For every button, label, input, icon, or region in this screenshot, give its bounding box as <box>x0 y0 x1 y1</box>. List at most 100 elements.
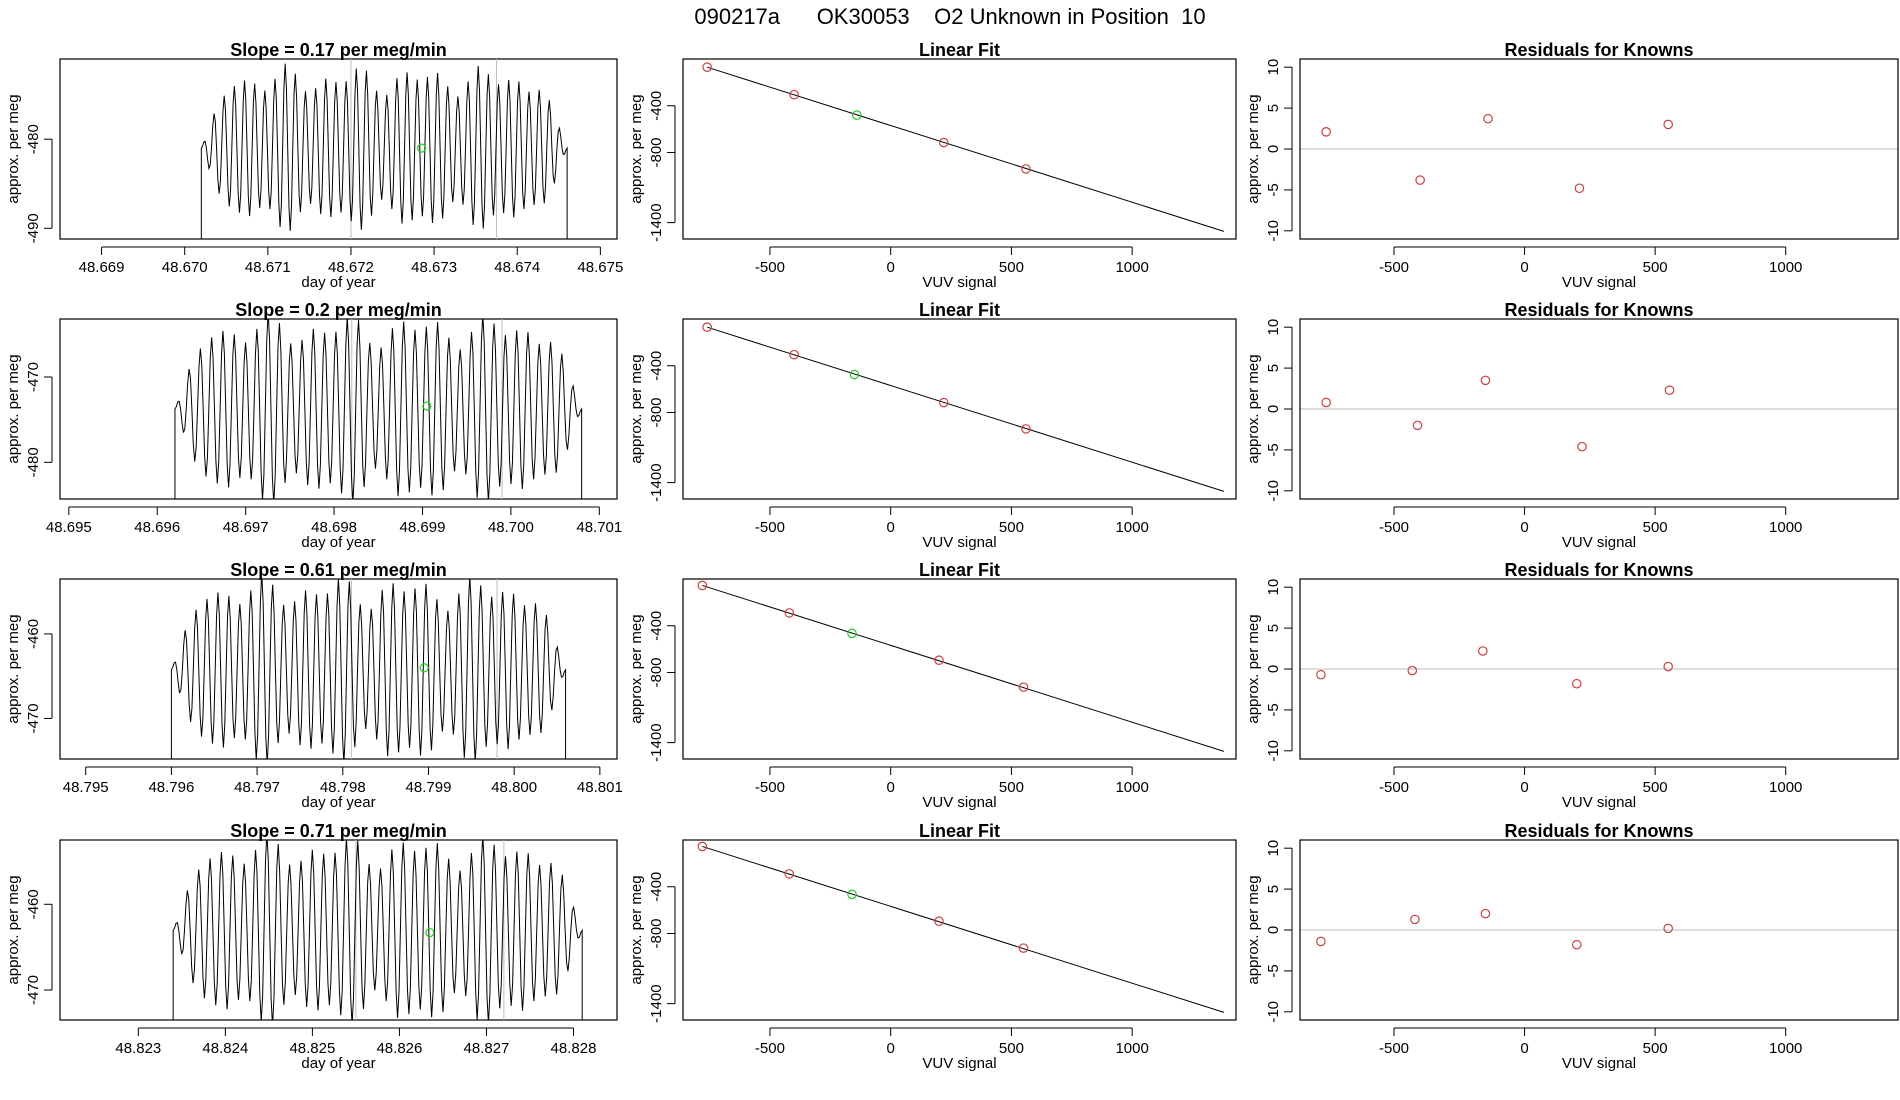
panel-title: Slope = 0.61 per meg/min <box>230 560 447 580</box>
known-point <box>789 89 799 100</box>
x-tick-label: 500 <box>1643 1040 1668 1057</box>
x-tick-label: 48.699 <box>400 519 446 536</box>
y-axis-label: approx. per meg <box>1245 354 1262 463</box>
y-tick-label: -400 <box>648 91 665 121</box>
time-series-2-panel: Slope = 0.2 per meg/min 48.695 48.696 48.69… <box>5 300 622 551</box>
panel-title: Slope = 0.71 per meg/min <box>230 821 447 841</box>
x-tick-label: 1000 <box>1769 259 1802 276</box>
x-tick-label: 500 <box>999 1040 1024 1057</box>
x-tick-label: 48.695 <box>46 519 92 536</box>
plot-frame <box>682 578 1237 760</box>
panel-title: Linear Fit <box>919 821 1000 841</box>
y-tick-label: 10 <box>1265 59 1282 76</box>
known-point <box>939 397 949 408</box>
plot-frame <box>682 839 1237 1021</box>
known-point <box>702 322 712 332</box>
x-tick-label: 500 <box>999 259 1024 276</box>
panel-title: Linear Fit <box>919 300 1000 320</box>
y-axis-label: approx. per meg <box>628 614 645 723</box>
x-tick-label: -500 <box>1379 779 1409 796</box>
x-tick-label: 48.824 <box>202 1040 248 1057</box>
known-point <box>697 580 708 591</box>
fit-line <box>702 584 1225 752</box>
unknown-point <box>852 110 862 120</box>
x-tick-label: 0 <box>887 259 895 276</box>
unknown-point <box>849 369 860 380</box>
plot-frame <box>59 58 618 240</box>
y-tick-label: 5 <box>1265 624 1282 632</box>
x-tick-label: 48.826 <box>376 1040 422 1057</box>
y-tick-label: -1400 <box>648 203 665 241</box>
residual-point <box>1664 385 1675 395</box>
panel-title: Linear Fit <box>919 560 1000 580</box>
y-tick-label: -800 <box>648 137 665 167</box>
x-tick-label: 48.673 <box>411 259 457 276</box>
y-tick-label: -10 <box>1265 1001 1282 1023</box>
y-tick-label: -5 <box>1265 964 1282 977</box>
x-tick-label: -500 <box>1379 519 1409 536</box>
x-tick-label: 0 <box>1520 1040 1528 1057</box>
x-tick-label: 500 <box>1643 519 1668 536</box>
residual-point <box>1483 113 1493 124</box>
known-point <box>1018 682 1029 692</box>
x-tick-label: 0 <box>1520 259 1528 276</box>
known-point <box>784 608 795 618</box>
known-point <box>1021 424 1031 434</box>
x-tick-label: 48.825 <box>289 1040 335 1057</box>
known-point <box>784 869 795 879</box>
residual-point <box>1316 936 1326 947</box>
x-tick-label: 0 <box>887 519 895 536</box>
plot-frame <box>59 839 618 1021</box>
y-axis-label: approx. per meg <box>5 614 22 723</box>
y-tick-label: 0 <box>1265 926 1282 934</box>
unknown-point <box>847 628 857 639</box>
x-tick-label: 48.828 <box>551 1040 597 1057</box>
linear-fit-1-panel: Linear Fit -500 0 500 1000 VUV signal -1400 -80… <box>628 40 1237 291</box>
y-axis-label: approx. per meg <box>1245 94 1262 203</box>
x-tick-label: 48.674 <box>494 259 540 276</box>
x-tick-label: 48.823 <box>115 1040 161 1057</box>
unknown-point <box>847 889 857 900</box>
x-tick-label: 1000 <box>1115 779 1148 796</box>
y-tick-label: 5 <box>1265 885 1282 893</box>
x-tick-label: 48.670 <box>162 259 208 276</box>
x-tick-label: 1000 <box>1769 1040 1802 1057</box>
residual-point <box>1412 420 1423 431</box>
x-tick-label: 0 <box>887 779 895 796</box>
y-tick-label: -490 <box>25 213 42 243</box>
residual-point <box>1415 175 1425 185</box>
x-axis-label: VUV signal <box>1562 274 1636 291</box>
residual-point <box>1574 183 1585 194</box>
x-tick-label: -500 <box>1379 259 1409 276</box>
figure-title: 090217a OK30053 O2 Unknown in Position 1… <box>694 4 1205 29</box>
signal-trace <box>200 63 568 239</box>
y-axis-label: approx. per meg <box>5 354 22 463</box>
x-axis-label: VUV signal <box>1562 1055 1636 1072</box>
known-point <box>934 916 944 927</box>
residual-point <box>1572 678 1582 689</box>
panel-title: Slope = 0.17 per meg/min <box>230 40 447 60</box>
y-tick-label: -1400 <box>648 723 665 761</box>
y-tick-label: 10 <box>1265 579 1282 596</box>
residual-point <box>1663 661 1674 672</box>
panel-title: Residuals for Knowns <box>1504 821 1693 841</box>
linear-fit-3-panel: Linear Fit -500 0 500 1000 VUV signal -1400 -80… <box>628 560 1237 811</box>
y-tick-label: -470 <box>25 975 42 1005</box>
y-tick-label: 10 <box>1265 840 1282 857</box>
x-tick-label: 1000 <box>1115 1040 1148 1057</box>
y-axis-label: approx. per meg <box>1245 614 1262 723</box>
residual-point <box>1480 375 1491 386</box>
x-axis-label: day of year <box>301 794 375 811</box>
plot-frame <box>1299 839 1899 1021</box>
y-tick-label: -800 <box>648 657 665 687</box>
x-axis-label: VUV signal <box>922 274 996 291</box>
y-tick-label: 0 <box>1265 665 1282 673</box>
plot-frame <box>1299 58 1899 240</box>
x-axis-label: VUV signal <box>1562 534 1636 551</box>
x-tick-label: 48.700 <box>488 519 534 536</box>
residual-point <box>1572 939 1582 950</box>
y-tick-label: -470 <box>25 362 42 392</box>
unknown-point <box>419 663 429 673</box>
plot-frame <box>1299 578 1899 760</box>
